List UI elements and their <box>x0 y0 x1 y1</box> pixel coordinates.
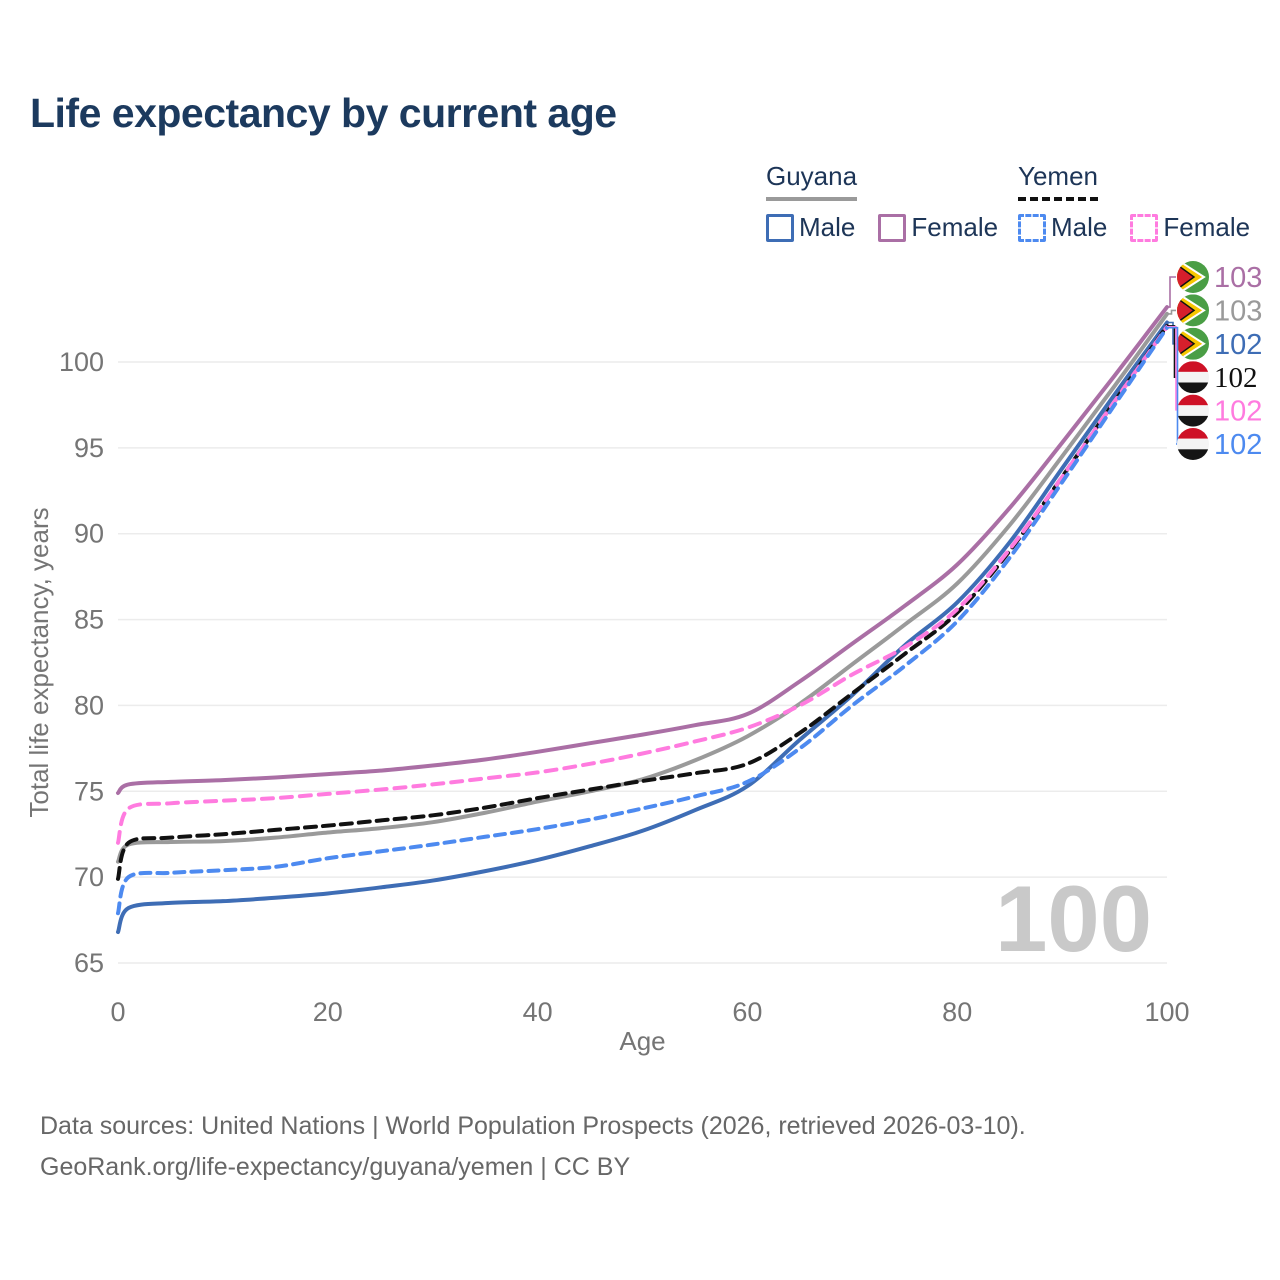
end-value-label: 103 <box>1214 295 1262 327</box>
legend-label: Male <box>1051 212 1108 242</box>
leader-line <box>1167 326 1179 445</box>
x-tick-label: 20 <box>313 997 343 1027</box>
end-value-label: 102 <box>1214 329 1262 361</box>
attribution-line[interactable]: GeoRank.org/life-expectancy/guyana/yemen… <box>40 1152 631 1181</box>
legend-yemen-heading[interactable]: Yemen <box>1018 161 1098 201</box>
y-tick-label: 80 <box>74 690 104 720</box>
series-yemen-both-sexes <box>116 323 1169 881</box>
guyana-flag-icon <box>1176 259 1209 295</box>
legend-guyana-female[interactable]: Female <box>878 212 998 243</box>
leader-line <box>1167 326 1177 411</box>
series-yemen-female <box>116 324 1169 845</box>
leader-line <box>1167 276 1176 308</box>
guyana-male-swatch <box>766 213 794 242</box>
x-tick-label: 80 <box>942 997 972 1027</box>
yemen-flag-icon <box>1177 361 1209 393</box>
yemen-male-swatch <box>1018 213 1046 242</box>
legend-yemen-female[interactable]: Female <box>1130 212 1250 243</box>
y-tick-label: 65 <box>74 948 104 978</box>
data-sources-line: Data sources: United Nations | World Pop… <box>40 1112 1026 1140</box>
age-watermark: 100 <box>995 866 1152 971</box>
y-tick-label: 100 <box>59 347 104 377</box>
legend-yemen-male[interactable]: Male <box>1018 212 1107 243</box>
footer: Data sources: United Nations | World Pop… <box>40 1106 1026 1187</box>
series-guyana-female <box>116 305 1169 796</box>
legend-label: Male <box>799 212 856 242</box>
x-tick-label: 100 <box>1144 997 1189 1027</box>
guyana-flag-icon <box>1176 292 1209 328</box>
legend-group-guyana: Guyana Male Female <box>766 161 998 243</box>
leader-line <box>1167 309 1176 315</box>
y-axis-title: Total life expectancy, years <box>24 507 54 817</box>
legend-guyana-heading[interactable]: Guyana <box>766 161 858 201</box>
yemen-flag-icon <box>1177 428 1209 460</box>
series-guyana-male <box>116 320 1169 935</box>
y-tick-label: 75 <box>74 776 104 806</box>
guyana-flag-icon <box>1176 326 1209 362</box>
legend-group-yemen: Yemen Male Female <box>1018 161 1250 243</box>
x-tick-label: 0 <box>110 997 125 1027</box>
y-tick-label: 90 <box>74 519 104 549</box>
end-value-label: 102 <box>1214 396 1262 428</box>
yemen-female-swatch <box>1130 213 1159 242</box>
leader-line <box>1167 325 1176 378</box>
end-value-label: 103 <box>1214 262 1262 294</box>
legend-label: Female <box>911 212 999 242</box>
y-tick-label: 95 <box>74 433 104 463</box>
page-title: Life expectancy by current age <box>30 90 617 136</box>
legend-guyana-male[interactable]: Male <box>766 212 855 243</box>
guyana-female-swatch <box>878 213 907 242</box>
x-tick-label: 60 <box>732 997 762 1027</box>
series-yemen-male <box>116 325 1169 916</box>
y-tick-label: 85 <box>74 605 104 635</box>
yemen-flag-icon <box>1177 395 1209 427</box>
end-value-label: 102 <box>1214 362 1258 394</box>
axis-labels: 65 70 75 80 85 90 95 100 0 20 40 60 80 100 Age Total li… <box>24 347 1190 1056</box>
legend-label: Female <box>1163 212 1251 242</box>
x-tick-label: 40 <box>523 997 553 1027</box>
end-value-label: 102 <box>1214 429 1262 461</box>
series-lines <box>116 305 1169 935</box>
y-tick-label: 70 <box>74 862 104 892</box>
x-axis-title: Age <box>619 1026 665 1056</box>
gridlines <box>118 361 1167 964</box>
